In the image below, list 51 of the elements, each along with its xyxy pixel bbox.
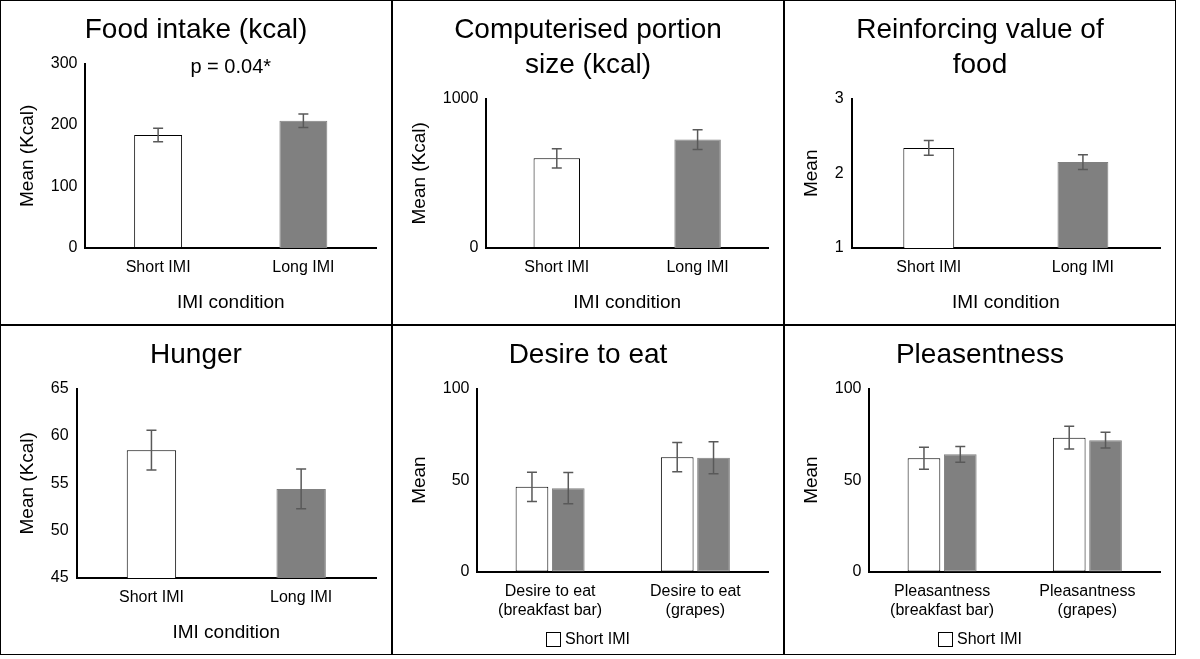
y-tick-label: 100 <box>442 379 470 397</box>
x-axis-title: IMI condition <box>176 290 285 312</box>
chart-title: Hunger <box>149 337 243 371</box>
y-tick-label: 55 <box>50 473 69 491</box>
annotation: p = 0.04* <box>190 55 272 78</box>
y-tick-label: 3 <box>834 89 844 107</box>
y-tick-label: 1000 <box>442 89 479 107</box>
y-axis-title: Mean <box>799 456 821 504</box>
y-tick-label: 60 <box>50 426 69 444</box>
y-tick-label: 200 <box>50 115 78 133</box>
y-axis-title: Mean <box>407 456 429 504</box>
x-tick-label: Short IMI <box>118 588 184 606</box>
x-tick-label: Short IMI <box>524 258 590 276</box>
y-tick-label: 2 <box>834 163 844 181</box>
y-tick-label: 0 <box>469 238 479 256</box>
chart-title: Reinforcing value of food <box>855 12 1105 81</box>
x-tick-label: Short IMI <box>896 258 962 276</box>
x-tick-label: Pleasantness (grapes) <box>1039 581 1136 618</box>
y-tick-label: 100 <box>834 379 862 397</box>
y-axis-title: Mean (Kcal) <box>15 104 37 208</box>
y-tick-label: 65 <box>50 379 69 397</box>
x-axis-title: IMI condition <box>951 290 1060 312</box>
x-tick-label: Pleasantness (breakfast bar) <box>890 581 995 618</box>
y-tick-label: 50 <box>451 470 470 488</box>
y-axis-title: Mean (Kcal) <box>407 122 429 225</box>
chart-title: Food intake (kcal) <box>83 12 309 46</box>
y-tick-label: 0 <box>460 562 470 580</box>
y-tick-label: 50 <box>843 470 862 488</box>
y-axis-title: Mean (Kcal) <box>15 432 37 535</box>
y-tick-label: 1 <box>834 238 844 256</box>
y-tick-label: 0 <box>68 238 78 256</box>
x-tick-label: Long IMI <box>270 588 333 606</box>
y-tick-label: 50 <box>50 521 69 539</box>
text: Short IMI <box>565 630 630 648</box>
x-tick-label: Short IMI <box>125 258 191 276</box>
x-tick-label: Long IMI <box>666 258 729 276</box>
x-tick-label: Long IMI <box>1051 258 1115 276</box>
chart-title: Computerised portion size (kcal) <box>453 12 723 81</box>
x-axis-title: IMI condition <box>172 620 281 642</box>
text: Short IMI <box>957 630 1022 648</box>
chart-title: Pleasentness <box>894 337 1066 371</box>
x-tick-label: Long IMI <box>272 258 335 276</box>
chart-title: Desire to eat <box>507 337 669 371</box>
y-tick-label: 0 <box>852 562 862 580</box>
x-tick-label: Desire to eat (grapes) <box>650 581 742 618</box>
x-tick-label: Desire to eat (breakfast bar) <box>498 581 603 618</box>
y-tick-label: 100 <box>50 176 78 194</box>
y-tick-label: 45 <box>50 568 69 586</box>
x-axis-title: IMI condition <box>573 290 682 312</box>
y-tick-label: 300 <box>50 54 78 72</box>
y-axis-title: Mean <box>799 149 821 198</box>
